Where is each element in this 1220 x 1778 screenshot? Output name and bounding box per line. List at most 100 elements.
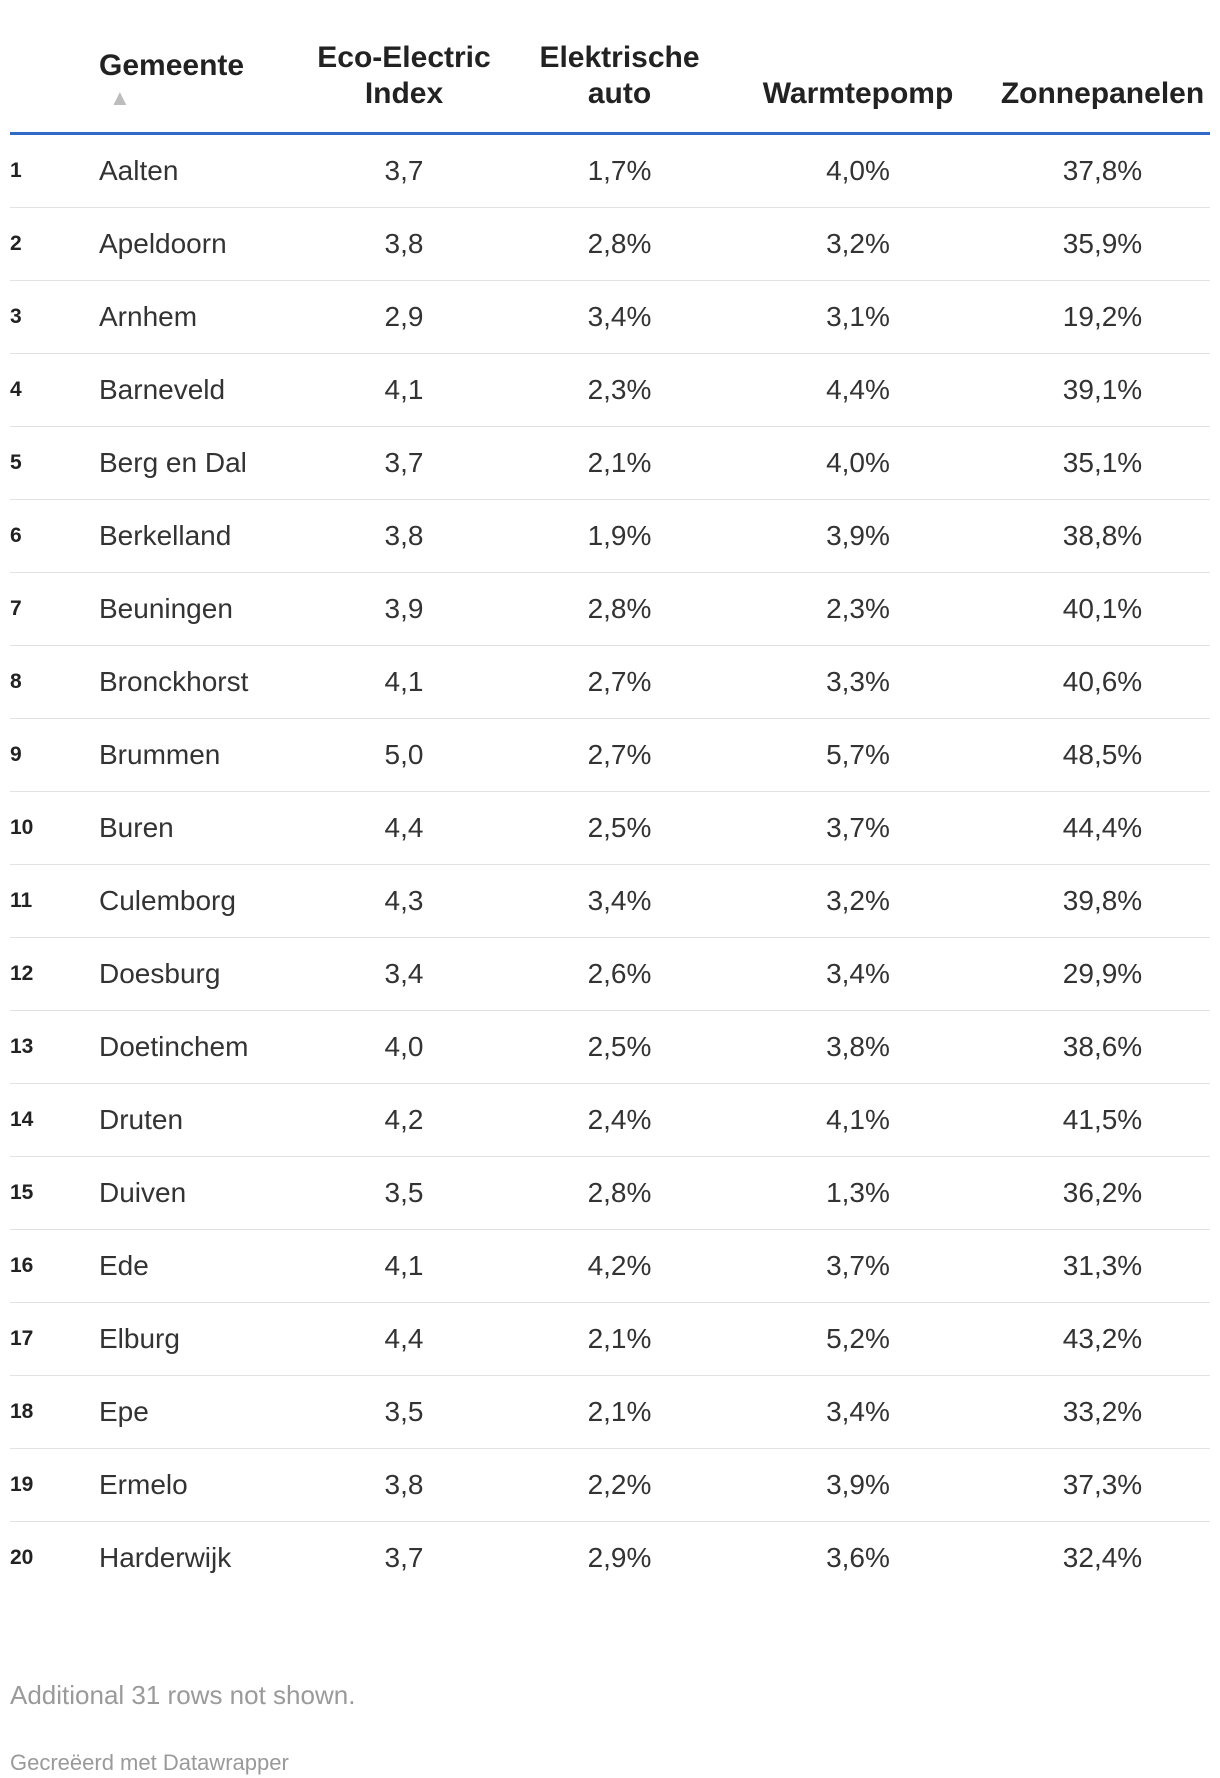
header-elektrische-auto[interactable]: Elektrische auto (518, 40, 721, 135)
rows-not-shown-note: Additional 31 rows not shown. (10, 1680, 356, 1710)
cell-elektrische-auto: 2,7% (518, 645, 721, 719)
cell-eco-electric-index: 4,4 (290, 1302, 518, 1376)
table-row: 3 Arnhem 2,9 3,4% 3,1% 19,2% (10, 280, 1210, 354)
cell-eco-electric-index: 3,7 (290, 426, 518, 500)
cell-gemeente: Doetinchem (99, 1010, 290, 1084)
cell-zonnepanelen: 31,3% (995, 1229, 1210, 1303)
cell-eco-electric-index: 3,7 (290, 133, 518, 208)
header-eco-electric-index[interactable]: Eco-Electric Index (290, 40, 518, 135)
cell-eco-electric-index: 3,9 (290, 572, 518, 646)
cell-warmtepomp: 3,1% (721, 280, 995, 354)
header-zon-label: Zonnepanelen (1000, 77, 1205, 110)
cell-warmtepomp: 3,4% (721, 937, 995, 1011)
row-index: 6 (10, 499, 99, 573)
cell-warmtepomp: 4,4% (721, 353, 995, 427)
header-warmtepomp[interactable]: Warmtepomp (721, 40, 995, 135)
table-row: 4 Barneveld 4,1 2,3% 4,4% 39,1% (10, 353, 1210, 427)
table-row: 7 Beuningen 3,9 2,8% 2,3% 40,1% (10, 572, 1210, 646)
cell-gemeente: Duiven (99, 1156, 290, 1230)
cell-warmtepomp: 4,0% (721, 133, 995, 208)
cell-gemeente: Harderwijk (99, 1542, 232, 1573)
row-index: 10 (10, 791, 99, 865)
table-body: 1 Aalten 3,7 1,7% 4,0% 37,8% 2 Apeldoorn 3,8 2,8%… (10, 133, 1210, 1595)
row-index: 8 (10, 645, 99, 719)
cell-gemeente: Berg en Dal (99, 426, 290, 500)
header-gemeente-label: Gemeente (99, 49, 245, 82)
cell-eco-electric-index: 4,0 (290, 1010, 518, 1084)
row-index: 17 (10, 1302, 99, 1376)
cell-warmtepomp: 5,7% (721, 718, 995, 792)
row-index: 20 (10, 1546, 34, 1569)
cell-zonnepanelen: 36,2% (995, 1156, 1210, 1230)
table-row: 16 Ede 4,1 4,2% 3,7% 31,3% (10, 1229, 1210, 1303)
cell-eco-electric-index: 3,8 (290, 499, 518, 573)
header-wp-label: Warmtepomp (762, 77, 954, 110)
cell-gemeente: Brummen (99, 718, 290, 792)
cell-elektrische-auto: 2,7% (518, 718, 721, 792)
header-zonnepanelen[interactable]: Zonnepanelen (995, 40, 1210, 135)
row-index: 7 (10, 572, 99, 646)
cell-zonnepanelen: 39,8% (995, 864, 1210, 938)
cell-gemeente: Berkelland (99, 499, 290, 573)
cell-warmtepomp: 1,3% (721, 1156, 995, 1230)
header-eco-label: Eco-Electric Index (317, 41, 491, 110)
cell-elektrische-auto: 3,4% (518, 864, 721, 938)
cell-gemeente: Bronckhorst (99, 645, 290, 719)
table-row: 8 Bronckhorst 4,1 2,7% 3,3% 40,6% (10, 645, 1210, 719)
cell-elektrische-auto: 1,9% (518, 499, 721, 573)
row-index: 18 (10, 1375, 99, 1449)
cell-eco-electric-index: 3,5 (290, 1375, 518, 1449)
cell-zonnepanelen: 37,8% (995, 133, 1210, 208)
cell-gemeente: Doesburg (99, 937, 290, 1011)
cell-eco-electric-index: 3,7 (384, 1542, 424, 1573)
cell-gemeente: Buren (99, 791, 290, 865)
cell-warmtepomp: 4,0% (721, 426, 995, 500)
table-row: 15 Duiven 3,5 2,8% 1,3% 36,2% (10, 1156, 1210, 1230)
cell-elektrische-auto: 2,4% (518, 1083, 721, 1157)
table-row: 20 Harderwijk 3,7 2,9% 3,6% 32,4% (10, 1522, 1210, 1595)
sort-ascending-icon[interactable]: ▲ (109, 85, 131, 110)
row-index: 12 (10, 937, 99, 1011)
cell-elektrische-auto: 2,8% (518, 1156, 721, 1230)
table-row: 11 Culemborg 4,3 3,4% 3,2% 39,8% (10, 864, 1210, 938)
cell-elektrische-auto: 2,8% (518, 572, 721, 646)
cell-zonnepanelen: 43,2% (995, 1302, 1210, 1376)
cell-warmtepomp: 3,7% (721, 791, 995, 865)
row-index: 16 (10, 1229, 99, 1303)
header-gemeente[interactable]: Gemeente ▲ (99, 40, 290, 135)
cell-zonnepanelen: 40,1% (995, 572, 1210, 646)
cell-eco-electric-index: 4,3 (290, 864, 518, 938)
cell-elektrische-auto: 2,1% (518, 426, 721, 500)
table-row: 13 Doetinchem 4,0 2,5% 3,8% 38,6% (10, 1010, 1210, 1084)
cell-eco-electric-index: 3,8 (290, 1448, 518, 1522)
cell-eco-electric-index: 3,5 (290, 1156, 518, 1230)
cell-elektrische-auto: 2,1% (518, 1302, 721, 1376)
cell-warmtepomp: 3,2% (721, 864, 995, 938)
cell-warmtepomp: 5,2% (721, 1302, 995, 1376)
cell-gemeente: Arnhem (99, 280, 290, 354)
cell-zonnepanelen: 40,6% (995, 645, 1210, 719)
cell-elektrische-auto: 2,5% (518, 791, 721, 865)
cell-zonnepanelen: 35,1% (995, 426, 1210, 500)
header-auto-label: Elektrische auto (539, 41, 700, 110)
row-index: 15 (10, 1156, 99, 1230)
cell-gemeente: Barneveld (99, 353, 290, 427)
cell-gemeente: Apeldoorn (99, 207, 290, 281)
cell-warmtepomp: 2,3% (721, 572, 995, 646)
table-row: 14 Druten 4,2 2,4% 4,1% 41,5% (10, 1083, 1210, 1157)
cell-gemeente: Ede (99, 1229, 290, 1303)
cell-eco-electric-index: 3,8 (290, 207, 518, 281)
cell-eco-electric-index: 3,4 (290, 937, 518, 1011)
cell-eco-electric-index: 4,1 (290, 353, 518, 427)
cell-zonnepanelen: 38,8% (995, 499, 1210, 573)
cell-elektrische-auto: 2,8% (518, 207, 721, 281)
cell-warmtepomp: 3,3% (721, 645, 995, 719)
cell-warmtepomp: 3,9% (721, 499, 995, 573)
cell-elektrische-auto: 4,2% (518, 1229, 721, 1303)
row-index: 4 (10, 353, 99, 427)
table-row: 6 Berkelland 3,8 1,9% 3,9% 38,8% (10, 499, 1210, 573)
cell-gemeente: Culemborg (99, 864, 290, 938)
cell-warmtepomp: 4,1% (721, 1083, 995, 1157)
cell-elektrische-auto: 2,5% (518, 1010, 721, 1084)
cell-eco-electric-index: 4,1 (290, 1229, 518, 1303)
